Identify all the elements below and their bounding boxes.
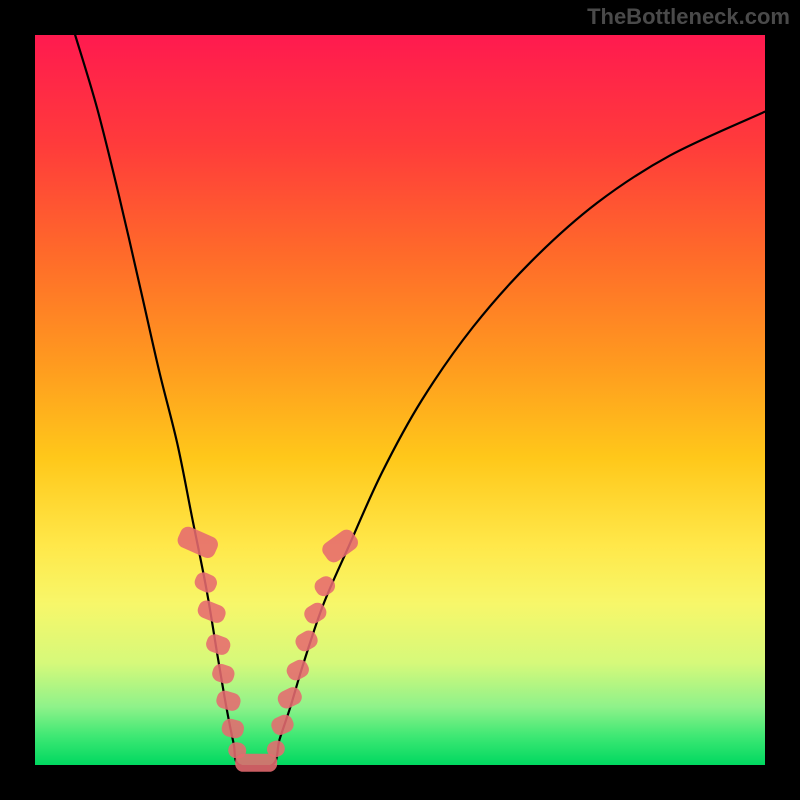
watermark-text: TheBottleneck.com (587, 4, 790, 30)
gradient-background (35, 35, 765, 765)
plot-svg (0, 0, 800, 800)
chart-frame: TheBottleneck.com (0, 0, 800, 800)
data-bead (235, 754, 277, 772)
